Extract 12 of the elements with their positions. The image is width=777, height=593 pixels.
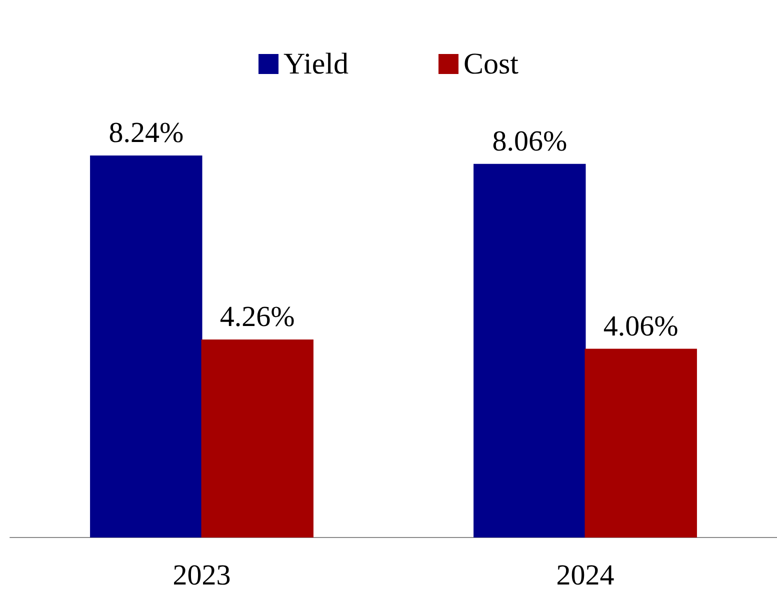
bar <box>584 348 697 538</box>
data-label: 8.06% <box>492 125 568 158</box>
data-label: 4.06% <box>603 310 678 342</box>
legend-label: Yield <box>283 48 348 80</box>
data-label: 8.24% <box>108 117 184 149</box>
x-tick-label: 2024 <box>556 560 615 592</box>
data-label: 4.26% <box>220 301 295 334</box>
bar <box>474 164 586 538</box>
bar <box>201 340 314 538</box>
legend-label: Cost <box>463 48 520 80</box>
x-tick-label: 2023 <box>172 560 231 592</box>
bar <box>90 156 202 538</box>
